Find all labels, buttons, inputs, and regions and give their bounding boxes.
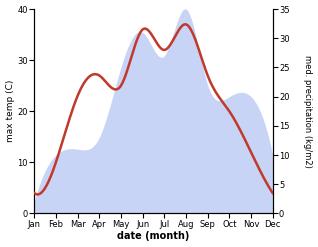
- X-axis label: date (month): date (month): [117, 231, 190, 242]
- Y-axis label: max temp (C): max temp (C): [5, 80, 15, 143]
- Y-axis label: med. precipitation (kg/m2): med. precipitation (kg/m2): [303, 55, 313, 168]
